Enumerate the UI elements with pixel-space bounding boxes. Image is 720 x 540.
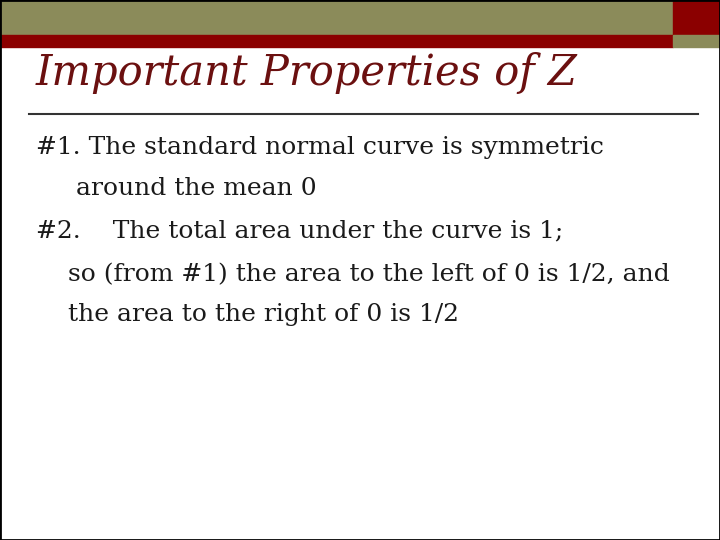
Text: so (from #1) the area to the left of 0 is 1/2, and: so (from #1) the area to the left of 0 i…: [36, 263, 670, 286]
Text: #2.    The total area under the curve is 1;: #2. The total area under the curve is 1;: [36, 220, 563, 243]
Text: around the mean 0: around the mean 0: [36, 177, 317, 200]
Text: #1. The standard normal curve is symmetric: #1. The standard normal curve is symmetr…: [36, 136, 604, 159]
Text: Important Properties of Z: Important Properties of Z: [36, 52, 577, 94]
Text: the area to the right of 0 is 1/2: the area to the right of 0 is 1/2: [36, 303, 459, 327]
